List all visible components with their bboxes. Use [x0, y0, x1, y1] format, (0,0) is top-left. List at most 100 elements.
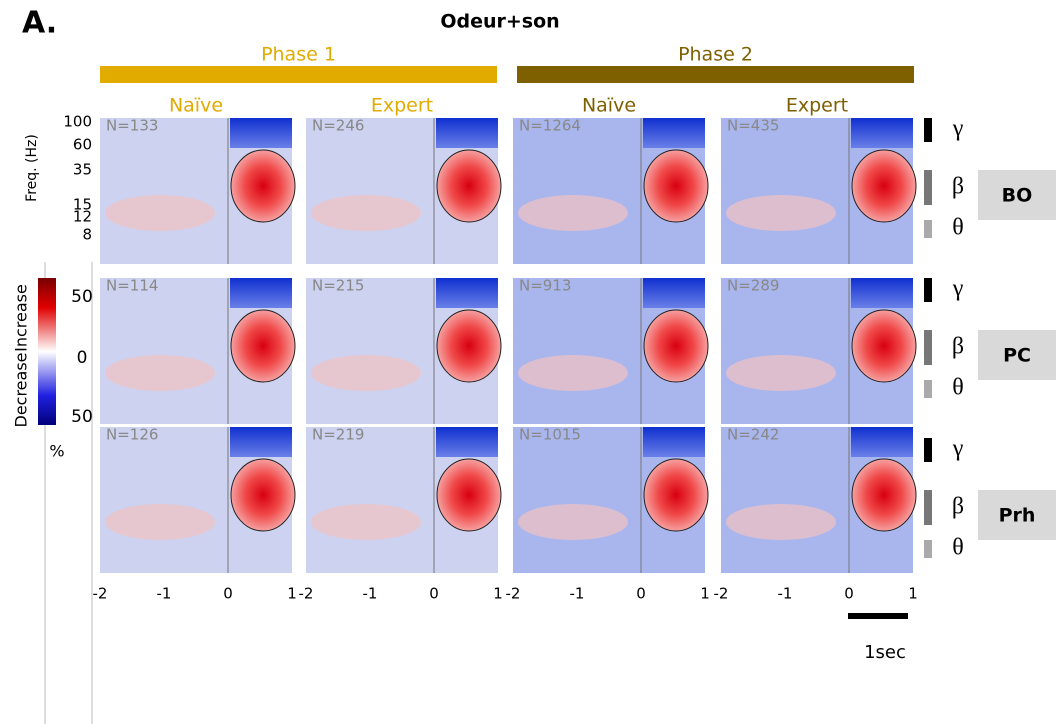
heatmap-patch [230, 427, 292, 457]
heatmap-patch [851, 118, 913, 148]
band-label: θ [952, 375, 964, 401]
band-marker [924, 438, 932, 462]
band-marker [924, 118, 932, 142]
x-tick-label: -2 [506, 585, 521, 603]
heatmap-patch [643, 149, 709, 223]
y-tick-label: 100 [63, 113, 92, 131]
count-label: N=913 [519, 277, 571, 295]
count-label: N=215 [312, 277, 364, 295]
x-tick-label: 0 [636, 585, 646, 603]
count-label: N=1015 [519, 426, 581, 444]
phase-bar [517, 66, 914, 83]
heatmap-patch [436, 118, 498, 148]
phase-title: Phase 1 [261, 44, 336, 66]
phase-bar [100, 66, 497, 83]
colorbar [38, 278, 56, 425]
y-tick-label: 8 [82, 226, 92, 244]
count-label: N=1264 [519, 117, 581, 135]
x-tick-label: 1 [493, 585, 503, 603]
band-label: γ [952, 116, 964, 142]
heatmap-patch [230, 278, 292, 308]
count-label: N=126 [106, 426, 158, 444]
count-label: N=242 [727, 426, 779, 444]
x-tick-label: -2 [299, 585, 314, 603]
count-label: N=219 [312, 426, 364, 444]
heatmap-patch [105, 195, 215, 231]
heatmap-patch [311, 195, 421, 231]
band-label: θ [952, 535, 964, 561]
band-marker [924, 380, 932, 398]
heatmap-patch [643, 309, 709, 383]
heatmap-patch [230, 149, 296, 223]
y-tick-label: 60 [73, 136, 92, 154]
heatmap-patch [851, 458, 917, 532]
y-tick-label: 12 [73, 208, 92, 226]
x-tick-label: 0 [223, 585, 233, 603]
band-marker [924, 330, 932, 365]
region-label: BO [1002, 185, 1033, 207]
region-label: Prh [999, 505, 1036, 527]
heatmap-patch [436, 309, 502, 383]
x-tick-label: -1 [570, 585, 585, 603]
heatmap-patch [851, 149, 917, 223]
heatmap-patch [643, 118, 705, 148]
band-label: β [952, 174, 964, 200]
band-label: γ [952, 276, 964, 302]
band-label: γ [952, 436, 964, 462]
heatmap-patch [726, 504, 836, 540]
heatmap-patch [518, 195, 628, 231]
column-title: Naïve [169, 95, 223, 117]
heatmap-patch [851, 309, 917, 383]
band-marker [924, 278, 932, 302]
colorbar-unit: % [49, 442, 64, 461]
colorbar-label: Increase [12, 284, 31, 352]
heatmap-patch [436, 149, 502, 223]
column-title: Naïve [582, 95, 636, 117]
count-label: N=114 [106, 277, 158, 295]
x-tick-label: 0 [844, 585, 854, 603]
heatmap-patch [726, 355, 836, 391]
region-box [978, 490, 1056, 540]
heatmap-patch [105, 355, 215, 391]
band-marker [924, 170, 932, 205]
column-title: Expert [786, 95, 848, 117]
heatmap-patch [311, 504, 421, 540]
band-label: θ [952, 215, 964, 241]
heatmap-patch [643, 427, 705, 457]
count-label: N=133 [106, 117, 158, 135]
heatmap-patch [230, 309, 296, 383]
x-tick-label: 1 [287, 585, 297, 603]
count-label: N=246 [312, 117, 364, 135]
heatmap-patch [230, 458, 296, 532]
heatmap-patch [643, 278, 705, 308]
band-marker [924, 540, 932, 558]
heatmap-patch [643, 458, 709, 532]
heatmap-patch [436, 278, 498, 308]
x-tick-label: -1 [157, 585, 172, 603]
heatmap-patch [436, 458, 502, 532]
band-label: β [952, 334, 964, 360]
region-box [978, 330, 1056, 380]
x-tick-label: -1 [363, 585, 378, 603]
y-axis-label: Freq. (Hz) [24, 134, 40, 202]
colorbar-label: 50 [71, 287, 93, 307]
heatmap-patch [726, 195, 836, 231]
heatmap-patch [311, 355, 421, 391]
colorbar-label: Decrease [12, 352, 31, 427]
x-tick-label: 1 [908, 585, 918, 603]
heatmap-patch [851, 278, 913, 308]
phase-title: Phase 2 [678, 44, 753, 66]
y-tick-label: 35 [73, 161, 92, 179]
colorbar-label: 50 [71, 407, 93, 427]
scale-bar-label: 1sec [864, 642, 906, 663]
y-tick-label: 15 [73, 196, 92, 214]
count-label: N=289 [727, 277, 779, 295]
count-label: N=435 [727, 117, 779, 135]
heatmap-patch [851, 427, 913, 457]
x-tick-label: 1 [700, 585, 710, 603]
column-title: Expert [371, 95, 433, 117]
x-tick-label: -1 [778, 585, 793, 603]
band-marker [924, 490, 932, 525]
heatmap-patch [105, 504, 215, 540]
